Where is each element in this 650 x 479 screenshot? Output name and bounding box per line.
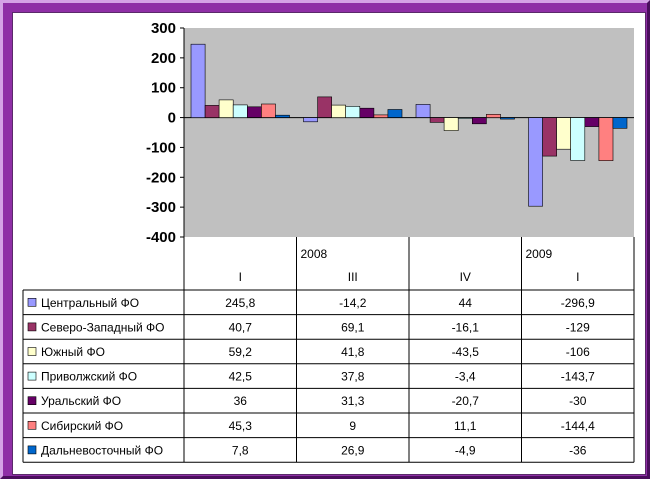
bar (359, 107, 375, 118)
series-name-label: Уральский ФО (41, 394, 121, 408)
data-value-cell: -296,9 (561, 296, 595, 310)
bar (247, 106, 262, 118)
legend-swatch (27, 445, 37, 455)
data-value-cell: 245,8 (225, 296, 255, 310)
y-tick-label: 100 (151, 80, 176, 97)
bar (486, 114, 501, 118)
bar (232, 104, 248, 118)
series-name-label: Сибирский ФО (41, 419, 123, 433)
y-tick-label: -200 (146, 169, 176, 186)
bar (331, 104, 347, 118)
bar (373, 114, 389, 118)
data-value-cell: -129 (566, 320, 590, 334)
legend-swatch (27, 396, 37, 406)
data-value-cell: 26,9 (341, 443, 365, 457)
y-tick-label: -300 (146, 199, 176, 216)
bars (190, 43, 628, 207)
bar (190, 43, 206, 118)
data-value-cell: -43,5 (452, 345, 480, 359)
bar (612, 117, 628, 129)
data-value-cell: -4,9 (455, 443, 476, 457)
bar (204, 105, 220, 118)
bar (303, 117, 318, 123)
data-value-cell: 37,8 (341, 370, 365, 384)
chart-panel: 300 200 100 0 -100 -200 -300 -400 2008 2009 I III I… (12, 12, 646, 475)
bar (556, 117, 571, 150)
data-value-cell: -3,4 (455, 370, 476, 384)
data-value-cell: 69,1 (341, 320, 365, 334)
y-tick-label: 300 (151, 20, 176, 37)
category-label: III (348, 270, 358, 284)
bar (528, 117, 543, 207)
data-value-cell: -106 (566, 345, 590, 359)
bar (415, 104, 431, 118)
data-value-cell: 7,8 (232, 443, 249, 457)
data-value-cell: 36 (234, 394, 248, 408)
data-value-cell: -143,7 (561, 370, 595, 384)
bar (598, 117, 614, 161)
bar (542, 117, 557, 157)
bar (429, 117, 445, 123)
data-value-cell: -14,2 (339, 296, 367, 310)
data-value-cell: 44 (459, 296, 473, 310)
bar (261, 103, 276, 118)
category-label: IV (460, 270, 471, 284)
legend-swatch (27, 371, 37, 381)
data-value-cell: -36 (569, 443, 587, 457)
data-value-cell: 31,3 (341, 394, 365, 408)
data-value-cell: 11,1 (454, 419, 477, 433)
data-value-cell: 42,5 (229, 370, 253, 384)
legend-swatch (27, 347, 37, 356)
series-name-label: Южный ФО (41, 345, 105, 359)
legend-swatch (27, 322, 37, 332)
bar (275, 114, 290, 118)
category-label: I (576, 270, 579, 284)
bar (457, 117, 473, 119)
series-name-label: Северо-Западный ФО (41, 320, 164, 334)
bar (345, 106, 361, 118)
bar (218, 99, 234, 118)
bar (317, 96, 333, 118)
series-name-label: Центральный ФО (41, 296, 139, 310)
legend-swatch (27, 420, 37, 430)
y-tick-label: -100 (146, 139, 176, 156)
data-value-cell: -20,7 (452, 394, 480, 408)
data-value-cell: -144,4 (561, 419, 595, 433)
year-label: 2009 (526, 247, 553, 261)
legend-swatch (27, 297, 37, 307)
data-value-cell: 59,2 (229, 345, 253, 359)
category-label: I (239, 270, 242, 284)
data-value-cell: -30 (569, 394, 587, 408)
y-tick-label: -400 (146, 229, 176, 246)
data-value-cell: 41,8 (341, 345, 365, 359)
data-value-cell: -16,1 (452, 320, 480, 334)
data-value-cell: 9 (349, 419, 356, 433)
data-value-cell: 40,7 (229, 320, 253, 334)
bar (443, 117, 459, 131)
year-label: 2008 (301, 247, 328, 261)
y-tick-label: 200 (151, 50, 176, 67)
bar (584, 117, 600, 127)
series-name-label: Приволжский ФО (41, 370, 137, 384)
bar (570, 117, 586, 161)
data-value-cell: 45,3 (229, 419, 253, 433)
series-name-label: Дальневосточный ФО (41, 443, 163, 457)
bar (500, 117, 515, 120)
bar (471, 117, 487, 125)
y-tick-label: 0 (168, 110, 176, 127)
bar (387, 109, 403, 118)
